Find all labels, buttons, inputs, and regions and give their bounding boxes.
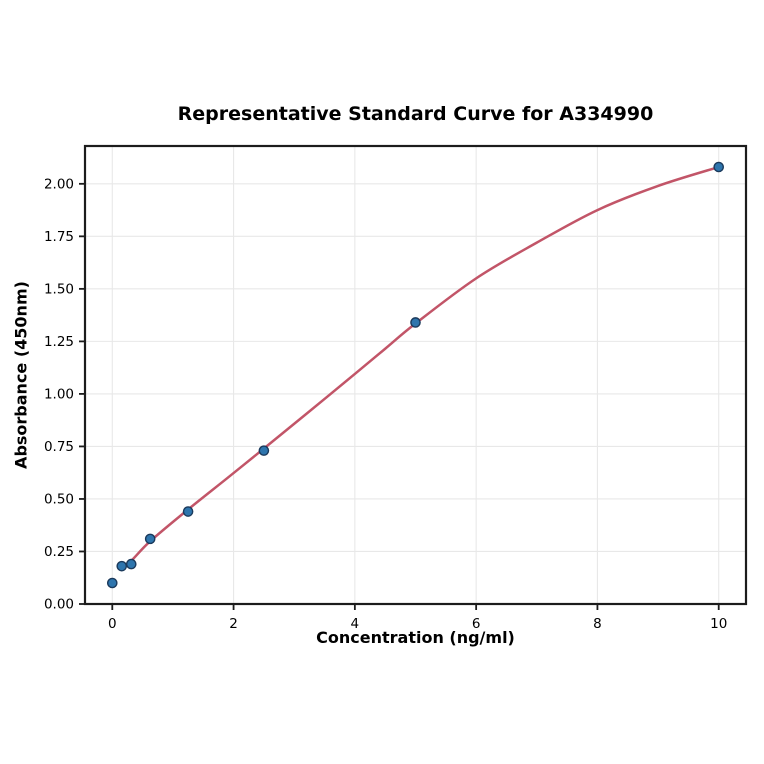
data-point (258, 445, 270, 456)
plot-border (83, 144, 748, 606)
y-tick-label: 0.75 (44, 439, 74, 455)
y-tick-label: 1.00 (44, 386, 74, 402)
grid (85, 146, 746, 605)
fit-curve-line (118, 165, 720, 571)
x-tick-label: 10 (710, 616, 727, 632)
x-tick-label: 8 (593, 616, 602, 632)
y-tick-label: 0.50 (44, 491, 74, 507)
data-point (410, 317, 421, 328)
y-tick-label: 2.00 (44, 176, 74, 192)
data-point (144, 533, 156, 545)
y-tick-label: 0.25 (44, 544, 74, 560)
data-point (182, 506, 194, 517)
x-tick-label: 4 (351, 616, 360, 632)
chart-title: Representative Standard Curve for A33499… (177, 103, 654, 125)
x-axis-label: Concentration (ng/ml) (316, 628, 515, 647)
y-tick-label: 1.50 (44, 281, 74, 297)
data-points (106, 161, 725, 589)
y-tick-label: 0.00 (44, 597, 74, 613)
data-point (713, 161, 725, 173)
y-tick-label: 1.25 (44, 334, 74, 350)
x-tick-label: 6 (472, 616, 481, 632)
x-tick-label: 0 (108, 616, 117, 632)
data-point (106, 577, 118, 589)
data-point (125, 558, 137, 570)
data-point (116, 560, 128, 572)
y-tick-label: 1.75 (44, 229, 74, 245)
y-axis-label: Absorbance (450nm) (11, 281, 31, 469)
x-tick-label: 2 (229, 616, 238, 632)
axis-ticks: 0 2 4 6 8 10 0.00 0.25 0.50 0.75 1.00 1.25 1.50 1.75 2… (44, 176, 727, 632)
